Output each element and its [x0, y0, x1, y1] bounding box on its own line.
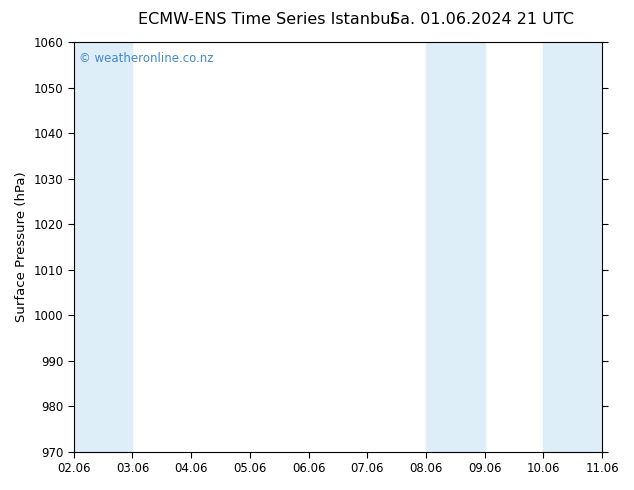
Y-axis label: Surface Pressure (hPa): Surface Pressure (hPa) [15, 172, 28, 322]
Bar [543, 42, 602, 452]
Text: © weatheronline.co.nz: © weatheronline.co.nz [79, 52, 214, 65]
Text: ECMW-ENS Time Series Istanbul: ECMW-ENS Time Series Istanbul [138, 12, 395, 27]
Bar [426, 42, 485, 452]
Text: Sa. 01.06.2024 21 UTC: Sa. 01.06.2024 21 UTC [390, 12, 574, 27]
Bar [74, 42, 133, 452]
